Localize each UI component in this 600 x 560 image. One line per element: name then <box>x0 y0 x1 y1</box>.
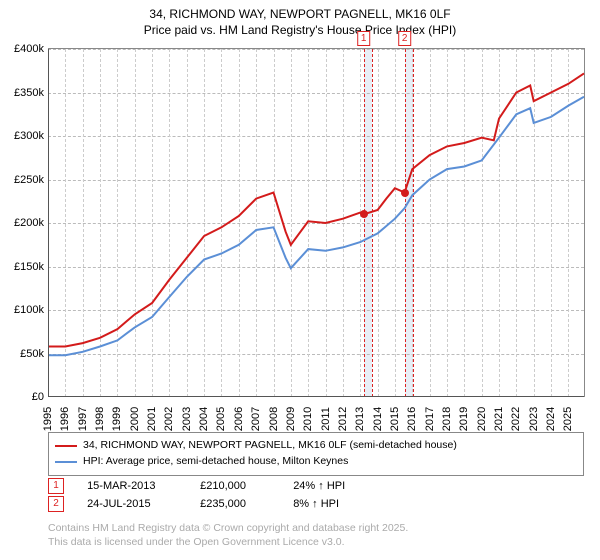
sale-event-row: 2 24-JUL-2015 £235,000 8% ↑ HPI <box>48 496 345 514</box>
x-axis-tick: 2013 <box>354 407 366 431</box>
sale-events: 1 15-MAR-2013 £210,000 24% ↑ HPI 2 24-JU… <box>48 478 345 514</box>
x-axis-tick: 2014 <box>372 407 384 431</box>
x-axis-tick: 2002 <box>163 407 175 431</box>
x-axis-tick: 2007 <box>250 407 262 431</box>
sale-event-date: 15-MAR-2013 <box>87 480 197 492</box>
sale-event-marker: 1 <box>48 478 64 494</box>
legend-label: HPI: Average price, semi-detached house,… <box>83 454 348 470</box>
legend-swatch <box>55 445 77 447</box>
x-axis-tick: 2010 <box>302 407 314 431</box>
sale-point <box>401 189 409 197</box>
x-axis-tick: 2015 <box>389 407 401 431</box>
line-series <box>48 49 584 397</box>
y-axis-tick: £250k <box>0 174 44 186</box>
sale-event-price: £210,000 <box>200 480 290 492</box>
series-price_paid <box>48 73 584 346</box>
sale-marker-label: 1 <box>357 31 371 46</box>
x-axis-tick: 2000 <box>129 407 141 431</box>
x-axis-tick: 2006 <box>233 407 245 431</box>
x-axis-tick: 2017 <box>424 407 436 431</box>
x-axis-tick: 2023 <box>528 407 540 431</box>
footer-line1: Contains HM Land Registry data © Crown c… <box>48 522 408 536</box>
chart-plot-area: £0£50k£100k£150k£200k£250k£300k£350k£400… <box>48 48 585 397</box>
legend: 34, RICHMOND WAY, NEWPORT PAGNELL, MK16 … <box>48 432 584 476</box>
legend-item-hpi: HPI: Average price, semi-detached house,… <box>55 454 577 470</box>
x-axis-tick: 1998 <box>94 407 106 431</box>
sale-event-date: 24-JUL-2015 <box>87 498 197 510</box>
sale-event-vs-hpi: 24% ↑ HPI <box>293 480 345 492</box>
x-axis-tick: 2024 <box>545 407 557 431</box>
x-axis-tick: 1995 <box>42 407 54 431</box>
x-axis-tick: 2018 <box>441 407 453 431</box>
y-axis-tick: £0 <box>0 391 44 403</box>
x-axis-tick: 2001 <box>146 407 158 431</box>
x-axis-tick: 2020 <box>476 407 488 431</box>
legend-label: 34, RICHMOND WAY, NEWPORT PAGNELL, MK16 … <box>83 438 457 454</box>
y-axis-tick: £100k <box>0 304 44 316</box>
x-axis-tick: 2019 <box>458 407 470 431</box>
x-axis-tick: 2025 <box>562 407 574 431</box>
sale-point <box>360 210 368 218</box>
y-axis-tick: £350k <box>0 87 44 99</box>
legend-item-price-paid: 34, RICHMOND WAY, NEWPORT PAGNELL, MK16 … <box>55 438 577 454</box>
x-axis-tick: 1999 <box>111 407 123 431</box>
x-axis-tick: 1996 <box>59 407 71 431</box>
title-line2: Price paid vs. HM Land Registry's House … <box>0 22 600 38</box>
x-axis-tick: 2003 <box>181 407 193 431</box>
x-axis-tick: 2009 <box>285 407 297 431</box>
legend-swatch <box>55 461 77 463</box>
x-axis-tick: 2005 <box>215 407 227 431</box>
y-axis <box>48 49 49 397</box>
x-axis <box>48 396 584 397</box>
x-axis-tick: 1997 <box>77 407 89 431</box>
y-axis-tick: £200k <box>0 217 44 229</box>
title-line1: 34, RICHMOND WAY, NEWPORT PAGNELL, MK16 … <box>149 7 450 21</box>
x-axis-tick: 2012 <box>337 407 349 431</box>
chart-title: 34, RICHMOND WAY, NEWPORT PAGNELL, MK16 … <box>0 0 600 38</box>
sale-event-row: 1 15-MAR-2013 £210,000 24% ↑ HPI <box>48 478 345 496</box>
x-axis-tick: 2022 <box>510 407 522 431</box>
x-axis-tick: 2011 <box>320 407 332 431</box>
sale-marker-label: 2 <box>398 31 412 46</box>
y-axis-tick: £150k <box>0 261 44 273</box>
x-axis-tick: 2021 <box>493 407 505 431</box>
x-axis-tick: 2008 <box>268 407 280 431</box>
sale-event-vs-hpi: 8% ↑ HPI <box>293 498 339 510</box>
footer-line2: This data is licensed under the Open Gov… <box>48 536 408 550</box>
y-axis-tick: £50k <box>0 348 44 360</box>
sale-event-marker: 2 <box>48 496 64 512</box>
sale-event-price: £235,000 <box>200 498 290 510</box>
y-axis-tick: £300k <box>0 130 44 142</box>
x-axis-tick: 2016 <box>406 407 418 431</box>
y-axis-tick: £400k <box>0 43 44 55</box>
x-axis-tick: 2004 <box>198 407 210 431</box>
series-hpi <box>48 97 584 355</box>
attribution: Contains HM Land Registry data © Crown c… <box>48 522 408 549</box>
